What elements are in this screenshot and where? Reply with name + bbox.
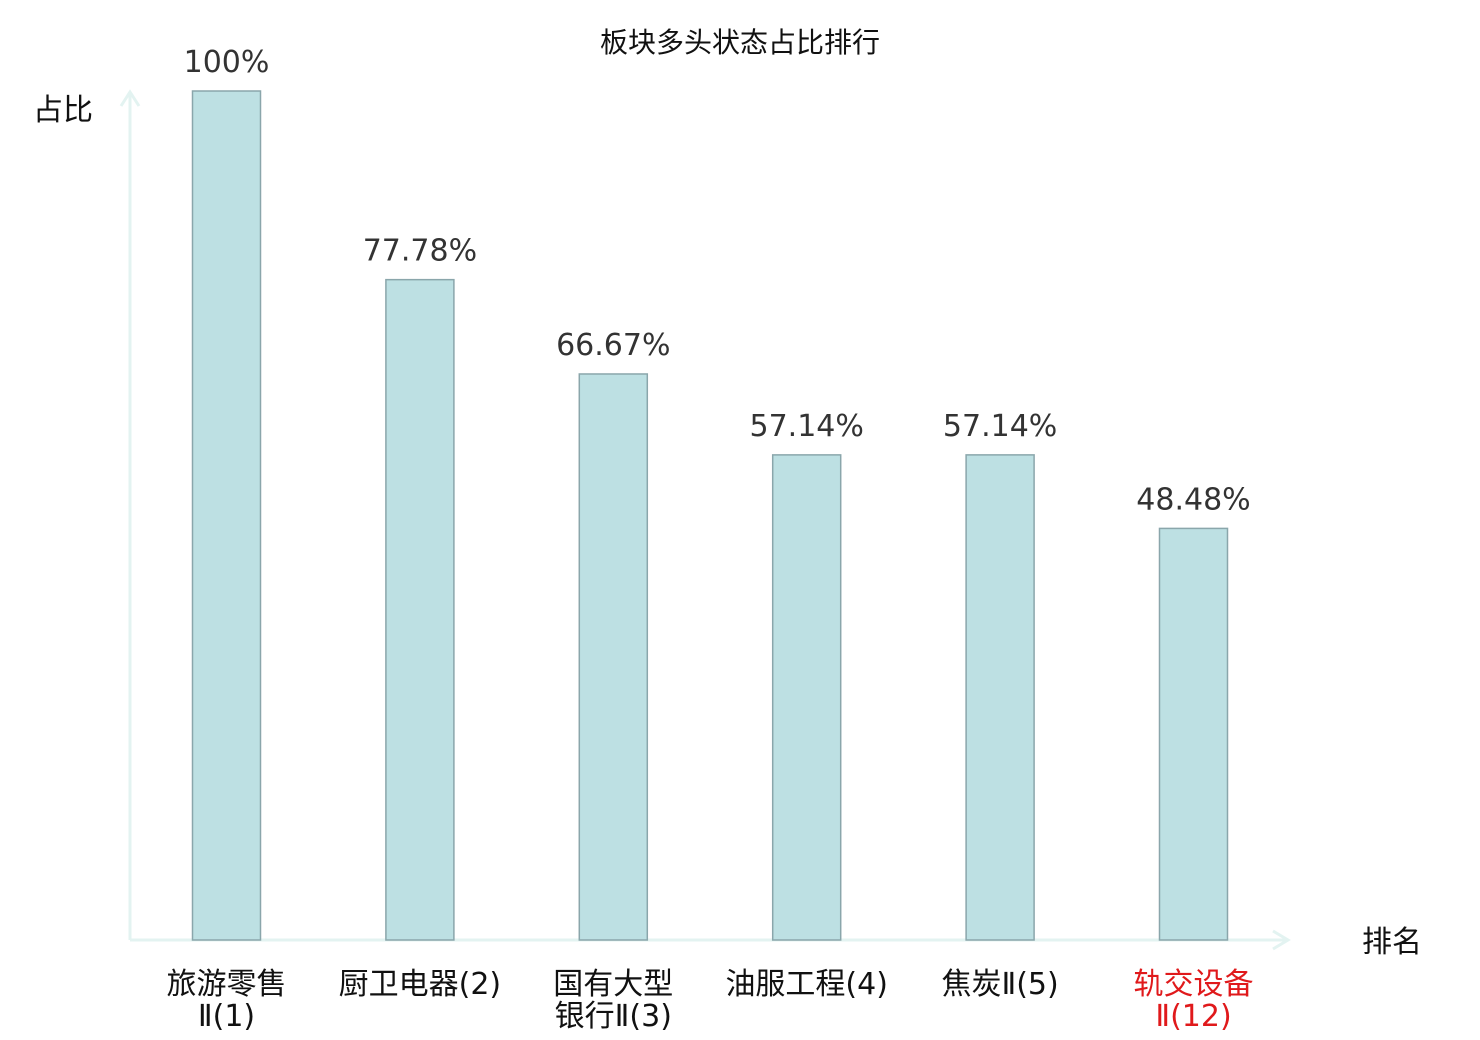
bar-value-label: 100% <box>184 45 270 80</box>
y-axis-label: 占比 <box>33 93 93 128</box>
category-label-line: 焦炭Ⅱ(5) <box>941 967 1058 1002</box>
category-label: 油服工程(4) <box>725 967 888 1002</box>
bars-group <box>191 90 1229 941</box>
category-label: 轨交设备 Ⅱ(12) <box>1134 967 1254 1034</box>
bar <box>385 278 455 941</box>
category-label-line: 厨卫电器(2) <box>339 967 502 1002</box>
category-labels-group: 旅游零售 Ⅱ(1) 厨卫电器(2) 国有大型银行Ⅱ(3) 油服工程(4) 焦炭Ⅱ(5) 轨交… <box>167 967 1254 1034</box>
bar <box>965 454 1035 941</box>
bar-value-label: 48.48% <box>1136 482 1250 517</box>
bar <box>771 454 842 941</box>
chart-title: 板块多头状态占比排行 <box>600 26 880 59</box>
bar <box>191 90 262 941</box>
category-label-line: 轨交设备 <box>1134 967 1254 1002</box>
category-label-line: 银行Ⅱ(3) <box>555 999 672 1034</box>
bar-value-label: 66.67% <box>556 328 670 363</box>
category-label: 焦炭Ⅱ(5) <box>941 967 1058 1002</box>
category-label-line: 国有大型 <box>553 967 673 1002</box>
category-label: 厨卫电器(2) <box>339 967 502 1002</box>
category-label-line: 旅游零售 <box>167 967 287 1002</box>
bar-value-label: 57.14% <box>943 409 1057 444</box>
bar <box>1158 527 1229 941</box>
value-labels-group: 100% 77.78% 66.67% 57.14% 57.14% 48.48% <box>184 45 1251 517</box>
bar-value-label: 77.78% <box>363 234 477 269</box>
category-label-line: Ⅱ(12) <box>1155 999 1231 1034</box>
x-axis-label: 排名 <box>1362 925 1422 960</box>
category-label-line: 油服工程(4) <box>725 967 888 1002</box>
x-axis-arrow-icon <box>1272 929 1291 951</box>
category-label-line: Ⅱ(1) <box>198 999 255 1034</box>
y-axis-arrow-icon <box>119 89 141 107</box>
category-label: 国有大型银行Ⅱ(3) <box>553 967 673 1034</box>
bar <box>578 373 649 941</box>
bar-value-label: 57.14% <box>750 409 864 444</box>
category-label: 旅游零售 Ⅱ(1) <box>167 967 287 1034</box>
